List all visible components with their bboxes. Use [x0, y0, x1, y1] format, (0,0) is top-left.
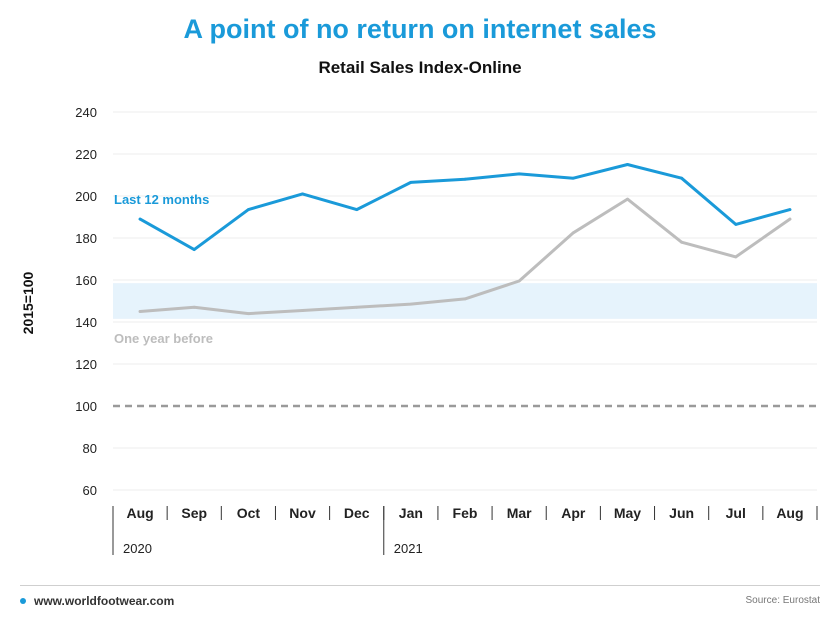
- y-tick-label: 120: [75, 357, 97, 372]
- y-tick-label: 140: [75, 315, 97, 330]
- data-point: [355, 305, 359, 309]
- data-point: [626, 163, 629, 166]
- data-point: [571, 176, 575, 180]
- chart-title: A point of no return on internet sales: [183, 14, 657, 44]
- x-tick-label: Feb: [453, 505, 478, 521]
- x-tick-label: Oct: [237, 505, 261, 521]
- y-tick-label: 220: [75, 147, 97, 162]
- footer-website[interactable]: www.worldfootwear.com: [20, 594, 174, 608]
- highlight-band: [113, 283, 817, 319]
- x-tick-label: Sep: [181, 505, 207, 521]
- data-point: [301, 309, 304, 312]
- x-tick-label: May: [614, 505, 641, 521]
- data-point: [734, 222, 738, 226]
- data-point: [680, 176, 684, 180]
- x-tick-label: Apr: [561, 505, 586, 521]
- x-tick-label: Aug: [126, 505, 153, 521]
- data-point: [409, 180, 413, 184]
- website-link[interactable]: www.worldfootwear.com: [34, 594, 175, 608]
- series-label-one-year-before: One year before: [114, 331, 213, 346]
- data-point: [626, 197, 629, 201]
- y-tick-label: 180: [75, 231, 97, 246]
- y-tick-label: 60: [83, 483, 97, 498]
- y-tick-label: 100: [75, 399, 97, 414]
- y-tick-label: 240: [75, 105, 97, 120]
- year-label: 2021: [394, 541, 423, 556]
- line-chart: 60 80 100 120 140 160 180 200 220 240 2015=100 Aug S…: [20, 105, 818, 556]
- data-point: [680, 240, 684, 244]
- y-axis-label: 2015=100: [20, 271, 36, 334]
- data-point: [192, 305, 196, 309]
- data-point: [463, 177, 467, 181]
- bullet-icon: [20, 598, 26, 604]
- series-line-0: [138, 163, 792, 252]
- data-point: [192, 248, 196, 251]
- data-point: [138, 310, 142, 313]
- y-tick-label: 200: [75, 189, 97, 204]
- x-tick-label: Jan: [399, 505, 423, 521]
- data-point: [517, 172, 521, 176]
- data-point: [734, 255, 738, 259]
- x-tick-label: Jul: [726, 505, 746, 521]
- x-tick-label: Mar: [507, 505, 532, 521]
- footer-source: Source: Eurostat: [745, 595, 820, 606]
- chart-subtitle: Retail Sales Index-Online: [318, 58, 522, 77]
- x-tick-label: Nov: [289, 505, 316, 521]
- series-label-last-12-months: Last 12 months: [114, 192, 209, 207]
- data-point: [355, 208, 359, 212]
- data-point: [301, 192, 304, 196]
- y-tick-label: 80: [83, 441, 97, 456]
- footer-divider: [20, 585, 820, 586]
- data-point: [517, 279, 521, 283]
- data-point: [246, 208, 250, 212]
- data-point: [138, 217, 142, 221]
- y-tick-label: 160: [75, 273, 97, 288]
- x-tick-label: Aug: [776, 505, 803, 521]
- data-point: [788, 217, 792, 221]
- x-tick-label: Dec: [344, 505, 370, 521]
- data-point: [409, 302, 413, 306]
- x-tick-label: Jun: [669, 505, 694, 521]
- data-point: [571, 231, 575, 235]
- data-point: [788, 208, 792, 212]
- year-label: 2020: [123, 541, 152, 556]
- data-point: [246, 312, 250, 315]
- data-point: [463, 297, 467, 301]
